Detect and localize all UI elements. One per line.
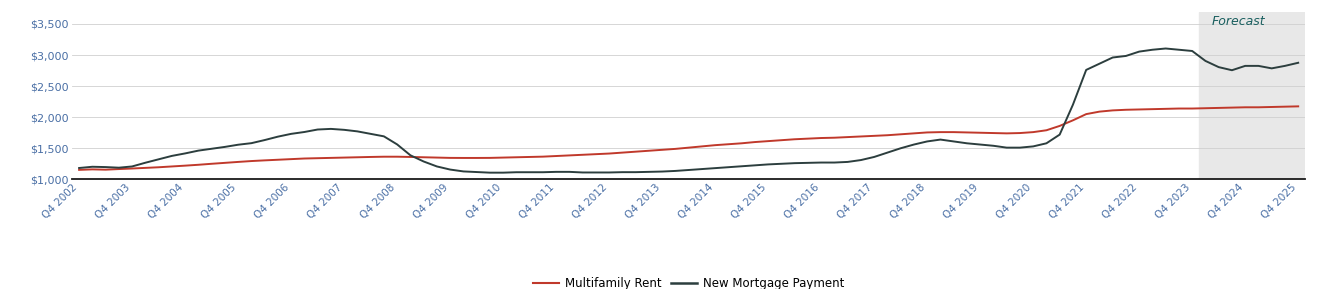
Bar: [1199, 12, 1305, 179]
Legend: Multifamily Rent, New Mortgage Payment: Multifamily Rent, New Mortgage Payment: [529, 272, 849, 289]
Text: Forecast: Forecast: [1213, 15, 1265, 28]
